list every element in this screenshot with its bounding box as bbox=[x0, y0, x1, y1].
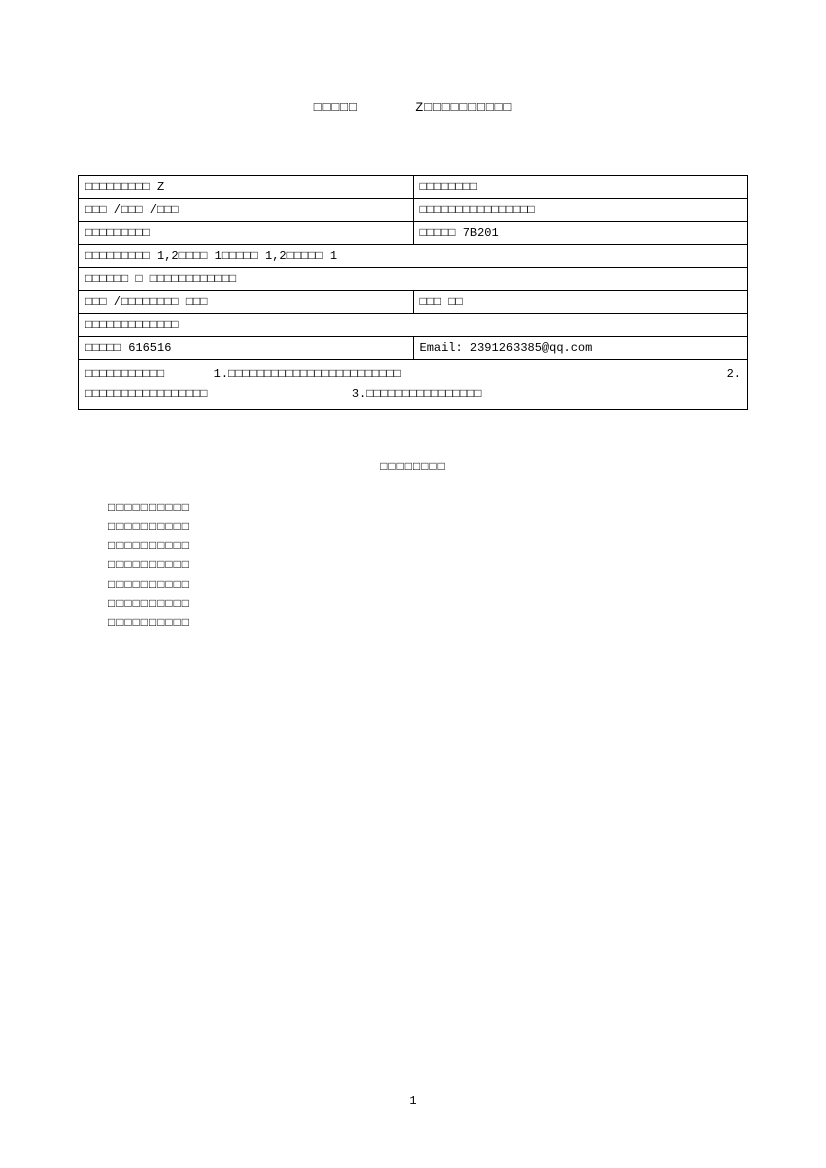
cell: □□□ /□□□ /□□□ bbox=[85, 203, 179, 217]
cell-text: □□□□□□□□□□□ bbox=[85, 367, 164, 381]
info-table: □□□□□□□□□ Z □□□□□□□□ □□□ /□□□ /□□□ □□□□□… bbox=[78, 175, 748, 410]
cell: □□□□□ 616516 bbox=[85, 341, 171, 355]
body-block: □□□□□□□□□□ □□□□□□□□□□ □□□□□□□□□□ □□□□□□□… bbox=[108, 499, 748, 633]
body-line: □□□□□□□□□□ bbox=[108, 537, 748, 556]
cell: □□□□□□□□ bbox=[420, 180, 478, 194]
title-part-1: □□□□□ bbox=[314, 100, 358, 115]
cell: □□□ /□□□□□□□□ □□□ bbox=[85, 295, 207, 309]
cell: □□□□□□□□□□□□□ bbox=[85, 318, 179, 332]
cell-line: □□□□□□□□□□□ 1.□□□□□□□□□□□□□□□□□□□□□□□□ 2… bbox=[85, 364, 741, 384]
cell: □□□□□□ □ □□□□□□□□□□□□ bbox=[85, 272, 236, 286]
table-row: □□□ /□□□ /□□□ □□□□□□□□□□□□□□□□ bbox=[79, 199, 748, 222]
cell-text: □□□□□□□□□□□□□□□□□ bbox=[85, 387, 207, 401]
table-row: □□□□□□□□□ □□□□□ 7B201 bbox=[79, 222, 748, 245]
cell-text: 2. bbox=[727, 364, 741, 384]
cell-text: 3.□□□□□□□□□□□□□□□□ bbox=[352, 387, 482, 401]
cell: □□□□□□□□□ bbox=[85, 226, 150, 240]
cell-text: 1.□□□□□□□□□□□□□□□□□□□□□□□□ bbox=[214, 367, 401, 381]
body-line: □□□□□□□□□□ bbox=[108, 499, 748, 518]
table-row: □□□□□□□□□ 1,2□□□□ 1□□□□□ 1,2□□□□□ 1 bbox=[79, 245, 748, 268]
body-line: □□□□□□□□□□ bbox=[108, 614, 748, 633]
cell: □□□□□□□□□□□□□□□□ bbox=[420, 203, 535, 217]
cell: □□□ □□ bbox=[420, 295, 463, 309]
table-row: □□□□□□ □ □□□□□□□□□□□□ bbox=[79, 268, 748, 291]
body-line: □□□□□□□□□□ bbox=[108, 595, 748, 614]
title-part-2: Z□□□□□□□□□□ bbox=[415, 100, 512, 115]
body-line: □□□□□□□□□□ bbox=[108, 556, 748, 575]
body-line: □□□□□□□□□□ bbox=[108, 518, 748, 537]
table-row: □□□□□□□□□□□ 1.□□□□□□□□□□□□□□□□□□□□□□□□ 2… bbox=[79, 360, 748, 410]
table-row: □□□□□□□□□□□□□ bbox=[79, 314, 748, 337]
cell-line: □□□□□□□□□□□□□□□□□ 3.□□□□□□□□□□□□□□□□ bbox=[85, 384, 741, 404]
cell: □□□□□□□□□ 1,2□□□□ 1□□□□□ 1,2□□□□□ 1 bbox=[85, 249, 337, 263]
section-heading: □□□□□□□□ bbox=[78, 460, 748, 474]
table-row: □□□ /□□□□□□□□ □□□ □□□ □□ bbox=[79, 291, 748, 314]
cell-email: Email: 2391263385@qq.com bbox=[420, 341, 593, 355]
table-row: □□□□□□□□□ Z □□□□□□□□ bbox=[79, 176, 748, 199]
cell: □□□□□ 7B201 bbox=[420, 226, 499, 240]
page-title: □□□□□ Z□□□□□□□□□□ bbox=[78, 100, 748, 115]
cell: □□□□□□□□□ Z bbox=[85, 180, 164, 194]
body-line: □□□□□□□□□□ bbox=[108, 576, 748, 595]
page-number: 1 bbox=[0, 1094, 826, 1108]
table-row: □□□□□ 616516 Email: 2391263385@qq.com bbox=[79, 337, 748, 360]
page: □□□□□ Z□□□□□□□□□□ □□□□□□□□□ Z □□□□□□□□ □… bbox=[0, 0, 826, 633]
